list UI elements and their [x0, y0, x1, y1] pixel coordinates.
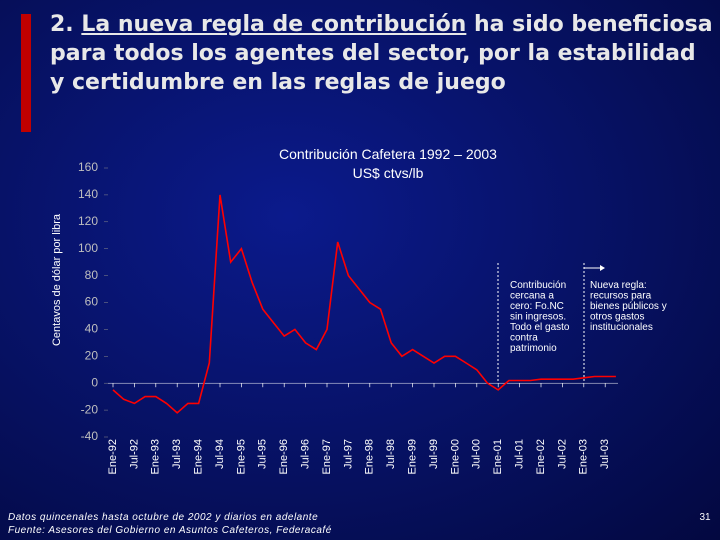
annotation: recursos para	[590, 291, 652, 302]
accent-bar	[21, 14, 31, 132]
x-tick-label: Ene-94	[193, 439, 205, 474]
footnote: Datos quincenales hasta octubre de 2002 …	[8, 512, 318, 523]
x-tick-label: Ene-93	[150, 439, 162, 474]
x-tick-label: Ene-99	[407, 439, 419, 474]
title-rest: ha sido beneficiosa para todos los agent…	[50, 12, 713, 95]
x-tick-label: Jul-02	[556, 439, 568, 469]
annotation: Todo el gasto	[510, 322, 570, 333]
annotation: cero: Fo.NC	[510, 301, 564, 312]
arrow-head	[600, 265, 605, 271]
annotation: contra	[510, 333, 538, 344]
y-tick-label: 160	[78, 160, 98, 174]
x-tick-label: Jul-93	[171, 439, 183, 469]
y-tick-label: -40	[81, 429, 99, 443]
x-tick-label: Jul-97	[342, 439, 354, 469]
y-tick-label: 60	[85, 295, 99, 309]
title-prefix: 2.	[50, 12, 74, 37]
page-number: 31	[699, 512, 711, 523]
chart-title: Contribución Cafetera 1992 – 2003	[279, 146, 497, 162]
annotation: bienes públicos y	[590, 301, 667, 312]
annotation: Nueva regla:	[590, 280, 647, 291]
x-tick-label: Jul-94	[214, 439, 226, 469]
x-tick-label: Ene-02	[535, 439, 547, 474]
x-tick-label: Ene-00	[449, 439, 461, 474]
x-tick-label: Ene-96	[278, 439, 290, 474]
x-tick-label: Jul-96	[300, 439, 312, 469]
y-tick-label: 140	[78, 187, 98, 201]
y-tick-label: -20	[81, 402, 99, 416]
annotation: institucionales	[590, 322, 653, 333]
x-tick-label: Jul-00	[471, 439, 483, 469]
x-tick-label: Jul-98	[385, 439, 397, 469]
x-tick-label: Jul-99	[428, 439, 440, 469]
annotation: patrimonio	[510, 343, 557, 354]
x-tick-label: Jul-95	[257, 439, 269, 469]
x-tick-label: Ene-92	[107, 439, 119, 474]
annotation: sin ingresos.	[510, 312, 566, 323]
x-tick-label: Ene-98	[364, 439, 376, 474]
title-underlined: La nueva regla de contribución	[81, 12, 467, 37]
x-tick-label: Ene-01	[492, 439, 504, 474]
annotation: Contribución	[510, 280, 566, 291]
annotation: cercana a	[510, 291, 554, 302]
y-tick-label: 120	[78, 214, 98, 228]
x-tick-label: Ene-03	[578, 439, 590, 474]
y-tick-label: 100	[78, 241, 98, 255]
x-tick-label: Ene-97	[321, 439, 333, 474]
y-tick-label: 80	[85, 268, 99, 282]
x-tick-label: Jul-01	[514, 439, 526, 469]
x-tick-label: Jul-03	[599, 439, 611, 469]
data-line	[112, 194, 616, 414]
y-tick-label: 40	[85, 322, 99, 336]
y-tick-label: 0	[91, 375, 98, 389]
x-tick-label: Ene-95	[235, 439, 247, 474]
x-tick-label: Jul-92	[128, 439, 140, 469]
y-tick-label: 20	[85, 348, 99, 362]
slide-title: 2. La nueva regla de contribución ha sid…	[50, 10, 715, 97]
chart-subtitle: US$ ctvs/lb	[353, 165, 424, 181]
annotation: otros gastos	[590, 312, 644, 323]
footnote: Fuente: Asesores del Gobierno en Asuntos…	[8, 525, 332, 536]
y-axis-label: Centavos de dólar por libra	[51, 213, 63, 346]
